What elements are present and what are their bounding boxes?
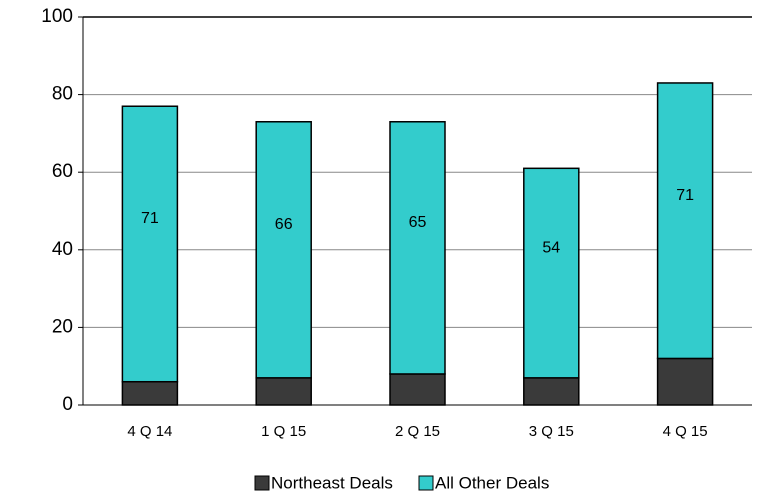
- x-tick-label: 4 Q 14: [127, 423, 172, 440]
- y-tick-label: 60: [52, 161, 73, 182]
- y-tick-label: 40: [52, 239, 73, 260]
- data-label: 54: [542, 239, 560, 256]
- bar-segment: [523, 167, 580, 379]
- y-tick-label: 80: [52, 84, 73, 105]
- data-label: 65: [409, 214, 427, 231]
- legend-label: All Other Deals: [435, 473, 549, 492]
- legend-label: Northeast Deals: [271, 473, 393, 492]
- data-label: 71: [676, 187, 694, 204]
- bar-segment: [255, 121, 312, 379]
- legend-swatch: [254, 475, 270, 491]
- bar-segment: [656, 357, 714, 406]
- data-label: 71: [141, 210, 159, 227]
- bar-segment: [121, 380, 179, 406]
- data-label: 66: [275, 216, 293, 233]
- bar-segment: [523, 377, 580, 406]
- y-tick-label: 20: [52, 316, 73, 337]
- bar-segment: [389, 121, 446, 375]
- bar-segment: [656, 82, 714, 360]
- x-tick-label: 3 Q 15: [529, 423, 574, 440]
- bar-segment: [389, 373, 446, 406]
- bar-segment: [121, 105, 179, 383]
- bar-segment: [255, 377, 312, 406]
- legend-swatch: [418, 475, 434, 491]
- y-tick-label: 0: [62, 394, 73, 415]
- x-tick-label: 2 Q 15: [395, 423, 440, 440]
- x-tick-label: 4 Q 15: [663, 423, 708, 440]
- y-tick-label: 100: [41, 6, 73, 27]
- x-tick-label: 1 Q 15: [261, 423, 306, 440]
